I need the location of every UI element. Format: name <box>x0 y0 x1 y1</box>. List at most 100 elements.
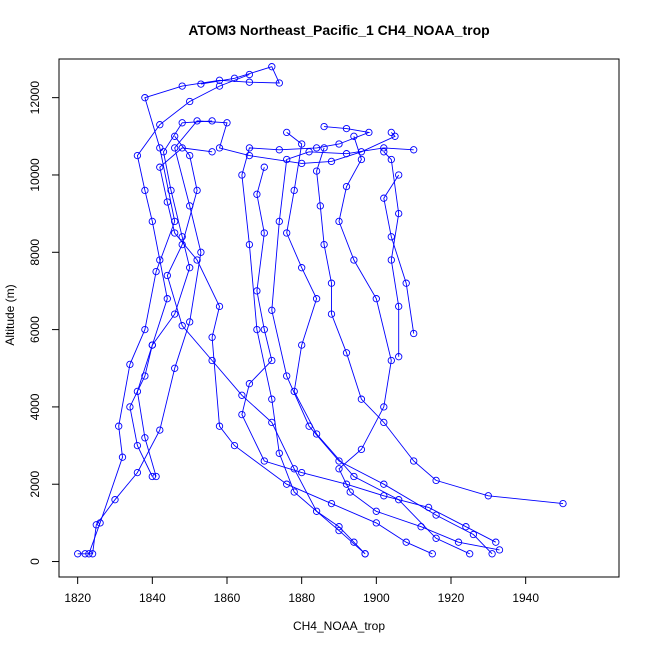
data-point <box>327 279 336 287</box>
data-point <box>346 488 354 496</box>
series-line <box>286 132 470 555</box>
data-point <box>410 146 418 154</box>
series-line <box>316 147 564 505</box>
data-point <box>167 186 175 195</box>
data-point <box>357 395 366 403</box>
data-point <box>372 295 380 303</box>
data-point <box>268 356 276 365</box>
data-point <box>141 434 149 442</box>
data-point <box>335 457 343 465</box>
data-point <box>74 550 82 558</box>
data-point <box>298 140 306 148</box>
data-point <box>432 511 440 519</box>
data-point <box>178 322 186 330</box>
series-profile-9 <box>238 163 500 546</box>
data-point <box>275 146 283 154</box>
data-point <box>495 546 504 554</box>
data-point <box>283 128 291 137</box>
y-tick-label: 2000 <box>28 471 42 498</box>
data-point <box>469 530 478 539</box>
data-point <box>350 472 358 481</box>
data-point <box>186 151 194 160</box>
data-point <box>238 171 246 179</box>
series-line <box>136 120 213 477</box>
data-point <box>178 233 186 241</box>
data-point <box>156 163 164 171</box>
data-point <box>141 325 149 334</box>
series-line <box>383 174 415 334</box>
data-point <box>357 445 366 454</box>
y-tick-label: 8000 <box>28 239 42 266</box>
data-point <box>245 70 254 79</box>
data-point <box>96 519 104 527</box>
series-profile-8 <box>283 128 474 558</box>
data-point <box>260 457 268 465</box>
data-point <box>428 550 436 558</box>
data-point <box>159 148 168 156</box>
y-tick-label: 12000 <box>28 81 42 115</box>
x-axis: 1820 1840 1860 1880 1900 1920 1940 <box>64 576 539 605</box>
data-point <box>335 523 343 531</box>
y-axis-label: Altitude (m) <box>3 284 17 345</box>
data-point <box>283 229 291 237</box>
data-point <box>454 538 463 546</box>
data-point <box>320 122 328 131</box>
y-tick-label: 4000 <box>28 393 42 420</box>
data-point <box>215 76 224 84</box>
data-point <box>312 144 321 152</box>
data-point <box>215 82 224 90</box>
series-line <box>166 136 366 555</box>
data-point <box>312 430 321 438</box>
data-point <box>380 418 388 427</box>
data-point <box>163 271 171 280</box>
data-point <box>141 372 149 380</box>
data-point <box>118 453 127 461</box>
data-point <box>298 264 306 272</box>
data-point <box>365 128 373 137</box>
data-point <box>215 302 224 311</box>
data-point <box>275 79 283 87</box>
x-tick-label: 1920 <box>438 591 465 605</box>
data-point <box>171 229 179 237</box>
x-tick-label: 1880 <box>288 591 315 605</box>
data-point <box>484 492 492 500</box>
data-point <box>372 519 380 527</box>
data-point <box>342 182 351 191</box>
data-point <box>432 534 440 542</box>
series-profile-7 <box>335 132 504 554</box>
data-point <box>171 144 179 152</box>
series-profile-14 <box>380 171 418 338</box>
data-point <box>141 94 149 102</box>
x-tick-label: 1840 <box>139 591 166 605</box>
data-point <box>350 538 358 546</box>
data-point <box>380 403 388 411</box>
data-point <box>133 387 142 396</box>
series-line <box>88 66 281 554</box>
data-point <box>361 550 369 558</box>
data-point <box>342 150 351 158</box>
data-point <box>327 499 336 508</box>
data-point <box>163 198 171 206</box>
data-point <box>156 256 164 264</box>
data-point <box>260 325 268 334</box>
data-point <box>395 171 403 179</box>
data-point <box>156 121 164 129</box>
data-point <box>268 63 276 71</box>
data-point <box>312 295 321 303</box>
data-point <box>268 395 276 403</box>
data-point <box>223 119 231 127</box>
x-tick-label: 1900 <box>363 591 390 605</box>
data-point <box>387 233 395 241</box>
data-point <box>283 480 291 488</box>
data-point <box>238 391 246 399</box>
x-tick-label: 1860 <box>214 591 241 605</box>
data-point <box>208 356 216 365</box>
data-point <box>178 119 186 127</box>
data-point <box>462 523 470 531</box>
data-point <box>335 465 343 473</box>
data-point <box>488 550 496 558</box>
series-profile-4 <box>268 144 496 558</box>
data-point <box>115 422 123 430</box>
data-point <box>268 418 276 427</box>
data-point <box>245 240 254 249</box>
